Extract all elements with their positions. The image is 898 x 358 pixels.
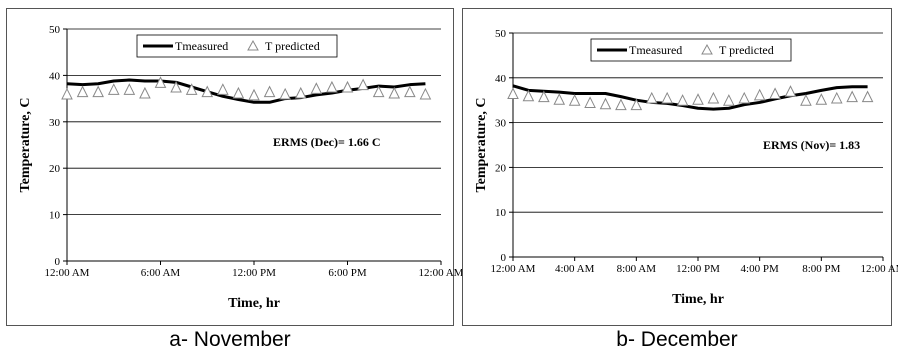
data-point-tpredicted (830, 91, 843, 104)
data-point-tpredicted (615, 98, 627, 111)
data-point-tpredicted (139, 86, 151, 99)
erms-annotation: ERMS (Nov)= 1.83 (763, 138, 860, 152)
data-point-tpredicted (404, 85, 416, 98)
data-point-tpredicted (154, 76, 167, 88)
data-point-tpredicted (341, 80, 354, 93)
data-point-tpredicted (630, 98, 643, 111)
data-point-tpredicted (217, 83, 229, 95)
data-point-tpredicted (279, 87, 291, 100)
data-point-tpredicted (372, 85, 385, 98)
x-tick-label: 8:00 AM (617, 263, 657, 275)
legend-label-tpredicted: T predicted (265, 39, 320, 53)
data-point-tpredicted (568, 94, 581, 106)
data-point-tpredicted (815, 93, 828, 105)
data-point-tpredicted (784, 85, 797, 97)
data-point-tpredicted (753, 88, 766, 101)
y-tick-label: 0 (55, 256, 61, 268)
data-point-tpredicted (599, 97, 612, 110)
data-point-tpredicted (123, 83, 136, 95)
x-tick-label: 4:00 PM (741, 263, 779, 275)
y-tick-label: 50 (495, 28, 507, 40)
data-point-tpredicted (76, 85, 89, 98)
legend-label-tmeasured: Tmeasured (175, 39, 228, 53)
data-point-tpredicted (507, 87, 519, 99)
x-tick-label: 4:00 AM (555, 263, 595, 275)
data-point-tpredicted (170, 80, 182, 93)
data-point-tpredicted (61, 87, 73, 100)
data-point-tpredicted (645, 91, 658, 104)
data-point-tpredicted (861, 90, 874, 103)
chart-panel-december: 0 10 20 30 40 50 12:00 AM 4:00 AM 8:00 AM 12:00 P… (462, 8, 898, 326)
legend-swatch-tpredicted (701, 43, 713, 55)
data-point-tpredicted (676, 94, 689, 106)
data-point-tpredicted (185, 83, 198, 95)
data-point-tpredicted (248, 88, 260, 101)
chart-panel-november: 0 10 20 30 40 50 12:00 AM 6:00 AM 12:00 PM 6:00 P… (6, 8, 464, 326)
y-tick-label: 40 (495, 73, 507, 85)
x-tick-label: 8:00 PM (802, 263, 840, 275)
erms-annotation: ERMS (Dec)= 1.66 C (273, 135, 380, 149)
data-point-tpredicted (201, 85, 214, 98)
data-point-tpredicted (388, 86, 401, 99)
legend-box (590, 38, 792, 62)
data-point-tpredicted (232, 86, 245, 99)
data-point-tpredicted (92, 85, 104, 98)
y-tick-label: 20 (495, 162, 507, 174)
caption-november: a- November (169, 328, 291, 351)
data-point-tpredicted (723, 94, 735, 106)
data-point-tpredicted (846, 90, 858, 103)
data-point-tpredicted (538, 90, 550, 103)
data-point-tpredicted (584, 96, 596, 108)
x-axis-title: Time, hr (228, 296, 280, 311)
y-tick-label: 10 (49, 210, 61, 222)
data-point-tpredicted (692, 93, 704, 105)
x-tick-label: 6:00 AM (141, 267, 181, 279)
data-point-tpredicted (294, 86, 307, 99)
y-axis-title: Temperature, C (474, 98, 489, 193)
legend-box (136, 34, 338, 58)
legend-label-tpredicted: T predicted (719, 43, 774, 57)
x-tick-label: 12:00 PM (232, 267, 276, 279)
data-point-tpredicted (107, 83, 120, 95)
data-point-tpredicted (661, 91, 673, 104)
y-tick-label: 0 (501, 252, 507, 264)
chart-november: 0 10 20 30 40 50 12:00 AM 6:00 AM 12:00 PM 6:00 P… (18, 24, 464, 311)
x-tick-label: 12:00 AM (45, 267, 90, 279)
data-point-tpredicted (522, 89, 535, 102)
caption-december: b- December (616, 328, 738, 351)
chart-december: 0 10 20 30 40 50 12:00 AM 4:00 AM 8:00 AM 12:00 P… (474, 28, 898, 307)
y-tick-label: 50 (49, 24, 61, 36)
data-point-tpredicted (553, 93, 566, 105)
series-line-tmeasured (66, 78, 426, 104)
data-point-tpredicted (769, 87, 781, 99)
data-point-tpredicted (263, 85, 276, 98)
data-point-tpredicted (357, 78, 369, 91)
series-line-tmeasured (512, 84, 868, 111)
y-tick-label: 30 (495, 118, 507, 130)
y-axis-title: Temperature, C (18, 98, 33, 193)
x-axis-title: Time, hr (672, 292, 724, 307)
x-tick-label: 12:00 AM (419, 267, 464, 279)
legend-label-tmeasured: Tmeasured (629, 43, 682, 57)
data-point-tpredicted (738, 91, 751, 104)
data-point-tpredicted (800, 94, 812, 106)
x-tick-label: 6:00 PM (328, 267, 366, 279)
y-tick-label: 40 (49, 70, 61, 82)
data-point-tpredicted (326, 80, 338, 93)
y-tick-label: 10 (495, 207, 507, 219)
legend-swatch-tpredicted (247, 39, 259, 51)
data-point-tpredicted (310, 82, 323, 94)
y-tick-label: 20 (49, 163, 61, 175)
data-point-tpredicted (707, 91, 720, 104)
x-tick-label: 12:00 AM (491, 263, 536, 275)
data-point-tpredicted (419, 87, 432, 100)
x-tick-label: 12:00 PM (676, 263, 720, 275)
y-tick-label: 30 (49, 117, 61, 129)
x-tick-label: 12:00 AM (861, 263, 898, 275)
